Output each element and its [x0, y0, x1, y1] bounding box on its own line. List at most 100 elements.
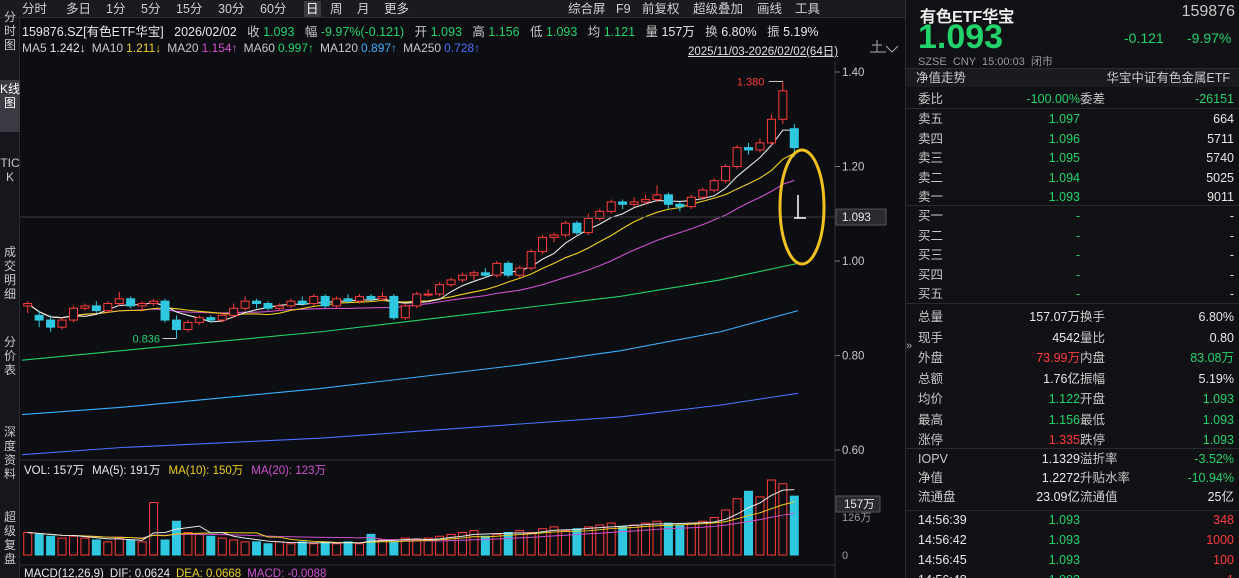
bid-row-price: - — [1075, 267, 1080, 282]
tick-row: 14:56:42 1.093 1000 — [916, 531, 1238, 549]
ask-row[interactable]: 卖五 1.097 664 — [916, 110, 1238, 128]
ask-row-price: 1.097 — [1048, 112, 1080, 126]
ma-legend: MA5 1.242↓ MA10 1.211↓ MA20 1.154↑ MA60 0.997↑ M… — [22, 41, 486, 55]
stat-label: 最高 — [918, 412, 944, 427]
ask-row[interactable]: 卖四 1.096 5711 — [916, 130, 1238, 148]
volume-bar — [126, 539, 136, 556]
ask-row[interactable]: 卖三 1.095 5740 — [916, 149, 1238, 167]
toolbar-right-3[interactable]: 超级叠加 — [693, 2, 744, 16]
side-tab-5[interactable]: 深度资料 — [3, 425, 16, 481]
stat-value: 0.80 — [1209, 330, 1234, 345]
candle-body — [46, 319, 56, 328]
ma-label: MA5 — [22, 41, 47, 55]
stat-value: 1.156 — [1048, 412, 1080, 427]
period-tab-7[interactable]: 日 — [304, 1, 321, 17]
quote-date: 2026/02/02 — [174, 25, 237, 39]
period-tab-4[interactable]: 15分 — [176, 2, 203, 16]
period-tab-1[interactable]: 多日 — [66, 2, 92, 16]
stat-label: 总额 — [918, 371, 944, 386]
ma120-line — [21, 310, 799, 416]
volume-bar — [217, 537, 227, 556]
side-tab-6[interactable]: 超级复盘 — [3, 510, 16, 566]
toolbar-right-5[interactable]: 工具 — [795, 2, 821, 16]
date-range[interactable]: 2025/11/03-2026/02/02(64日) — [688, 46, 839, 58]
volume-bar — [572, 528, 582, 556]
stat-label: 跌停 — [1080, 433, 1106, 447]
volume-bar — [194, 533, 204, 556]
bid-row[interactable]: 买四 - - — [916, 266, 1238, 284]
side-tab-2[interactable]: TICK — [0, 156, 20, 184]
candle-body — [606, 201, 616, 212]
turn-label: 换 — [705, 25, 718, 39]
side-tab-0[interactable]: 分时图 — [3, 10, 16, 52]
candle-body — [492, 262, 502, 276]
stat-value: 1.093 — [1202, 392, 1234, 406]
side-tab-4[interactable]: 分价表 — [3, 335, 16, 377]
tick-volume: 1 — [1227, 571, 1234, 578]
current-price-label: 1.093 — [842, 212, 871, 224]
bid-row[interactable]: 买五 - - — [916, 285, 1238, 303]
period-tab-8[interactable]: 周 — [330, 2, 343, 16]
bid-row[interactable]: 买三 - - — [916, 246, 1238, 264]
collapse-arrow[interactable]: » — [906, 340, 913, 352]
volume-bar — [492, 533, 502, 556]
bid-row[interactable]: 买二 - - — [916, 227, 1238, 245]
ma5-line — [27, 129, 795, 323]
volume-bar — [789, 495, 799, 556]
stat-value: 5.19% — [1198, 371, 1234, 386]
toolbar-right-0[interactable]: 综合屏 — [568, 2, 606, 16]
nav-subheader[interactable]: 净值走势 华宝中证有色金属ETF — [906, 69, 1239, 87]
volume-bar — [46, 535, 56, 556]
ask-row-label: 卖二 — [918, 170, 944, 185]
period-tab-9[interactable]: 月 — [357, 2, 370, 16]
stat2-value: -3.52% — [1194, 452, 1234, 466]
volume-bar — [503, 532, 513, 556]
period-tab-2[interactable]: 1分 — [106, 2, 126, 16]
macd-legend-dif: DIF: 0.0624 — [110, 568, 171, 578]
volume-bar — [114, 537, 124, 556]
volume-bar — [538, 528, 548, 556]
ma-label: MA120 — [320, 41, 359, 55]
period-tab-3[interactable]: 5分 — [141, 2, 161, 16]
stat-value: 6.80% — [1198, 310, 1234, 324]
ask-row[interactable]: 卖一 1.093 9011 — [916, 188, 1238, 206]
volume-bar — [332, 543, 342, 556]
y-tick-label: 1.40 — [842, 67, 864, 79]
period-tab-0[interactable]: 分时 — [22, 2, 48, 16]
stat-value: 4542 — [1052, 330, 1080, 345]
bid-row[interactable]: 买一 - - — [916, 207, 1238, 225]
period-tab-6[interactable]: 60分 — [260, 2, 287, 16]
nav-trend-tab[interactable]: 净值走势 — [916, 71, 967, 85]
candle-body — [217, 314, 227, 321]
period-tab-5[interactable]: 30分 — [218, 2, 245, 16]
stat-label: 换手 — [1080, 310, 1106, 324]
candle-body — [675, 203, 685, 208]
toolbar-right-2[interactable]: 前复权 — [642, 2, 680, 16]
candle-body — [103, 303, 113, 312]
stat2-label: 流通值 — [1080, 490, 1118, 504]
ma20-line — [27, 179, 795, 319]
volume-bar — [526, 532, 536, 556]
kline-chart[interactable]: 1.40 1.20 1.00 0.80 0.60 1.380 0.836 1.093 VOL: … — [20, 40, 905, 578]
volume-bar — [732, 498, 742, 556]
ask-row[interactable]: 卖二 1.094 5025 — [916, 169, 1238, 187]
candle-body — [744, 147, 754, 151]
vol-legend-ma5: MA(5): 191万 — [92, 465, 160, 477]
candle-body — [618, 201, 628, 205]
stat-label: 振幅 — [1080, 371, 1106, 386]
toolbar-right-4[interactable]: 画线 — [757, 2, 783, 16]
ma-value: 0.897↑ — [361, 41, 398, 55]
side-tab-3[interactable]: 成交明细 — [3, 245, 16, 301]
volume-bar — [91, 539, 101, 556]
toolbar-right-1[interactable]: F9 — [616, 2, 631, 16]
candle-body — [68, 307, 78, 321]
candle-body — [435, 284, 445, 295]
period-tab-10[interactable]: 更多 — [384, 2, 410, 16]
side-tab-1[interactable]: K线图 — [0, 80, 20, 132]
current-price-tag — [835, 208, 887, 226]
vol-current-label: 157万 — [844, 499, 875, 511]
candle-body — [480, 272, 490, 276]
candle-body — [641, 199, 651, 203]
candle-body — [629, 201, 639, 205]
volume-bar — [744, 490, 754, 556]
